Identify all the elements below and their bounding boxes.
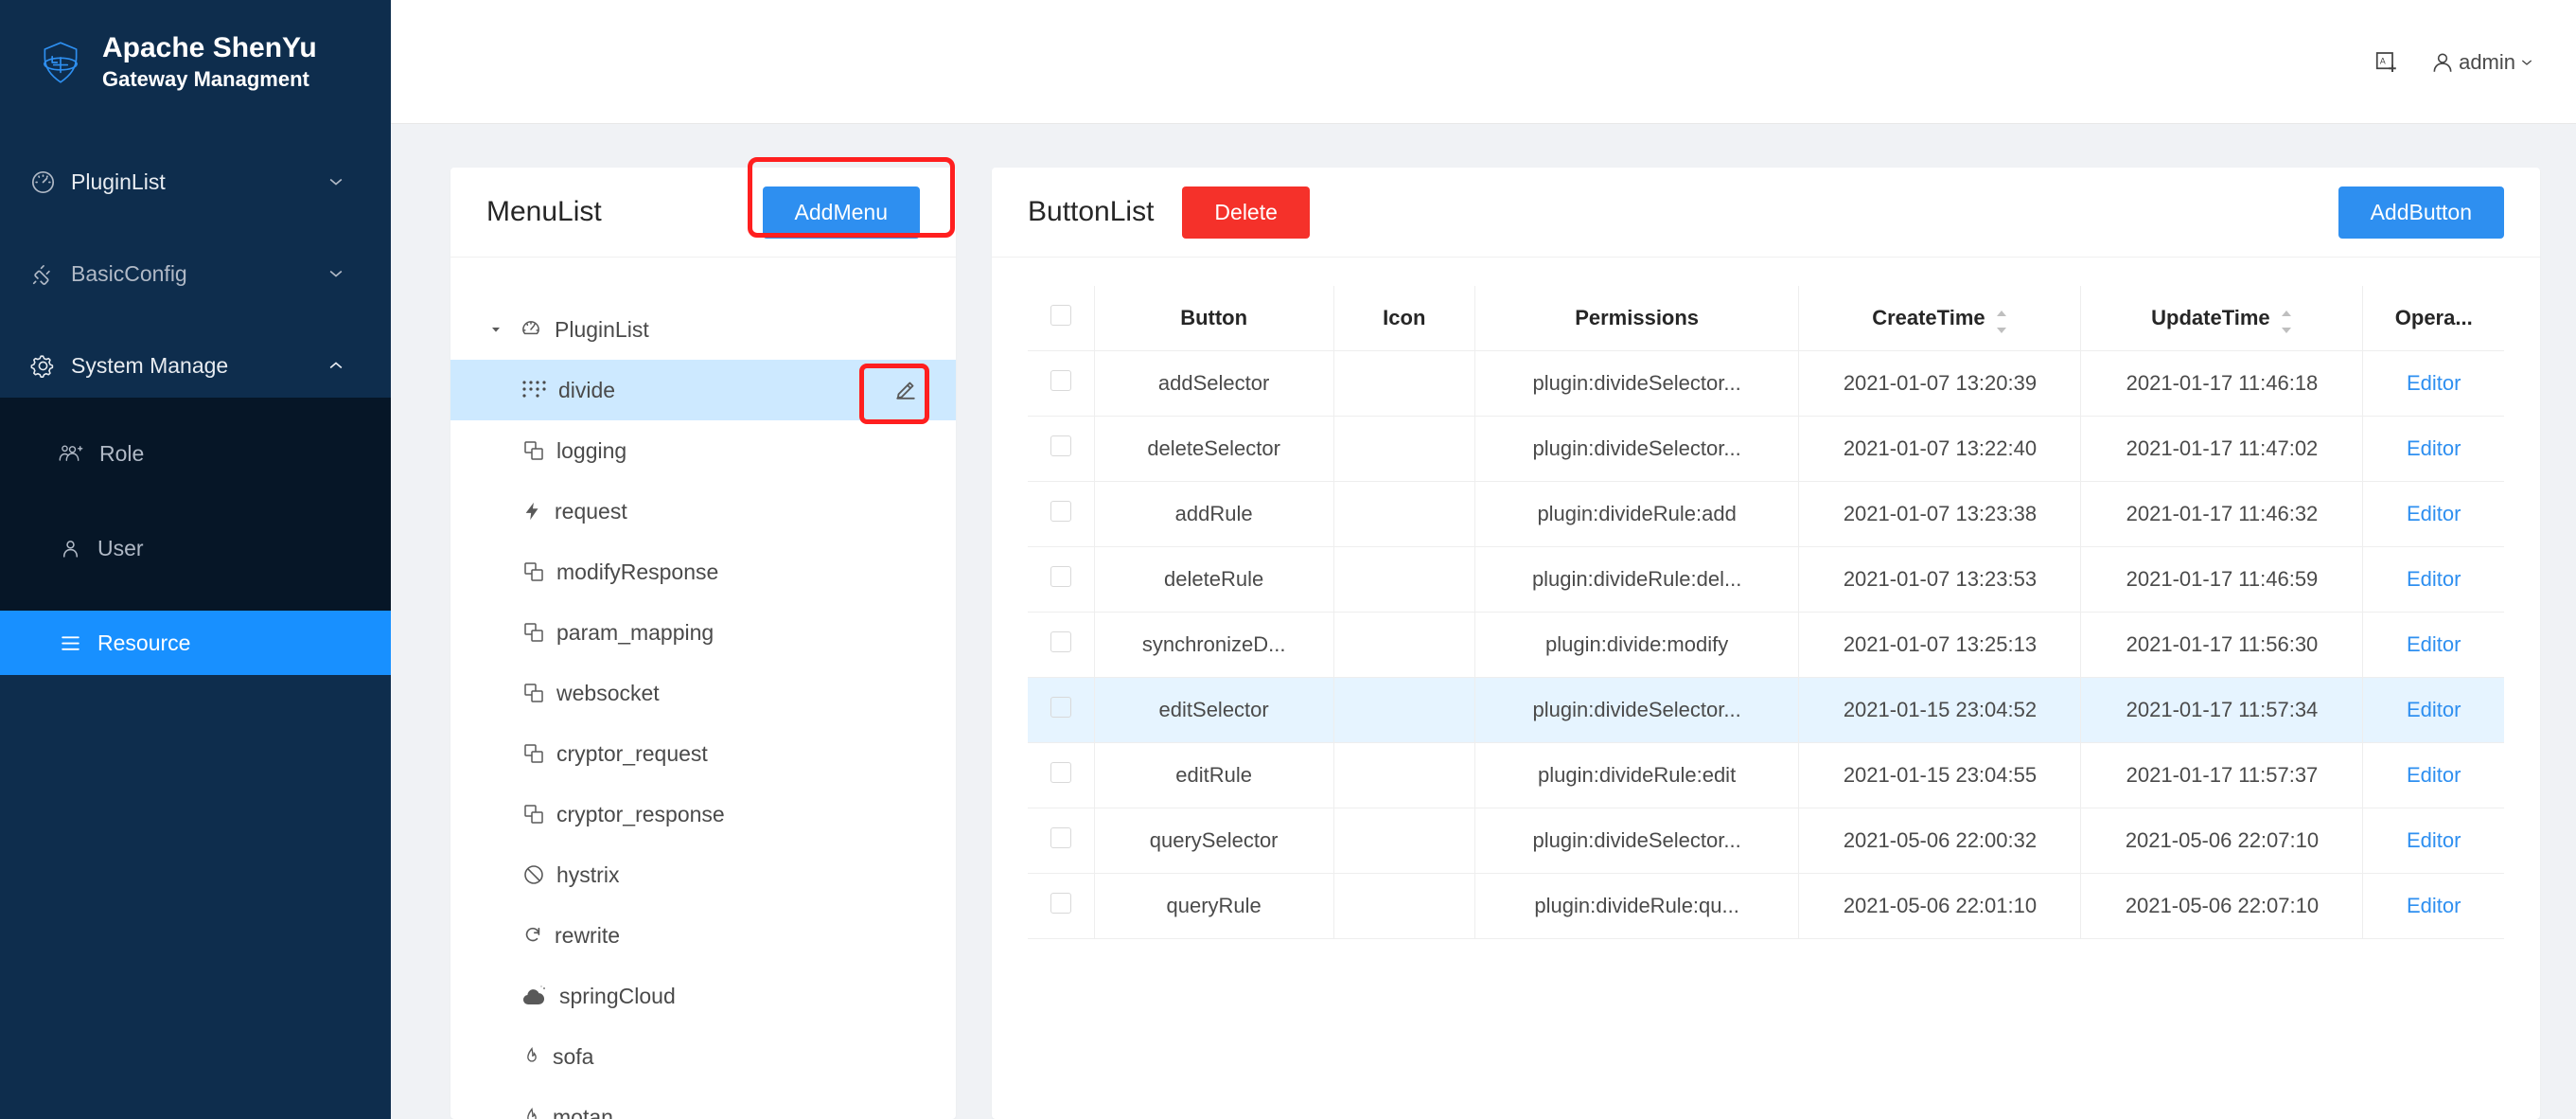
svg-text:A: A [2380, 56, 2386, 65]
